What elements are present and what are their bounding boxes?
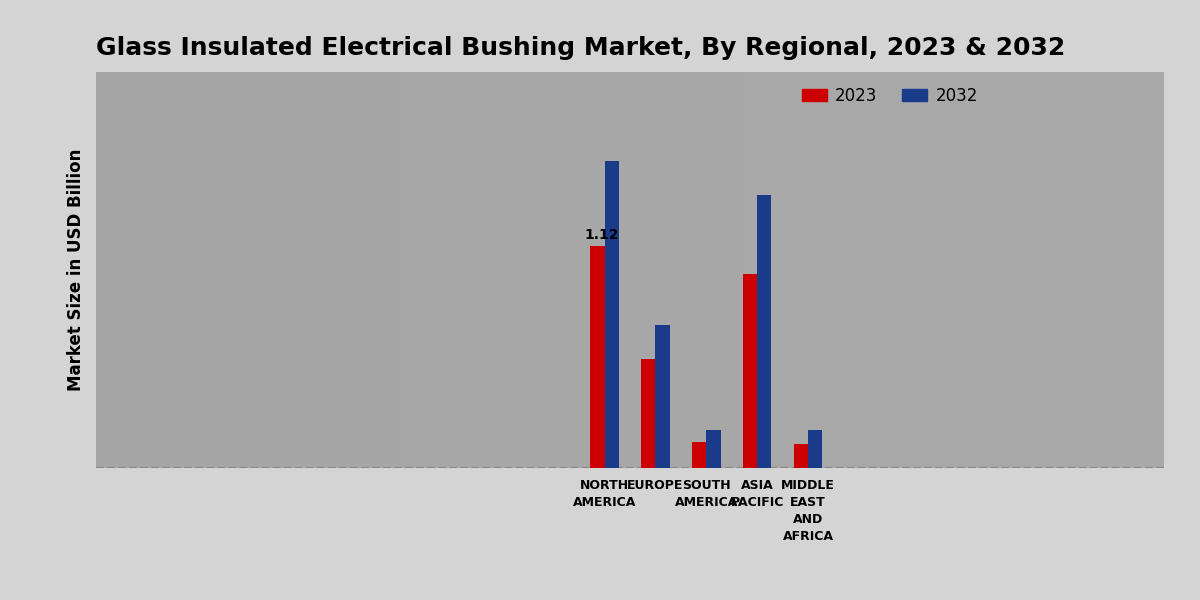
Bar [605, 161, 619, 468]
Bar [655, 325, 670, 468]
Bar [590, 246, 605, 468]
Text: 1.12: 1.12 [584, 228, 619, 242]
Bar [743, 274, 757, 468]
Text: Glass Insulated Electrical Bushing Market, By Regional, 2023 & 2032: Glass Insulated Electrical Bushing Marke… [96, 37, 1066, 61]
Bar [757, 195, 772, 468]
Bar [692, 442, 707, 468]
Bar [793, 444, 808, 468]
Bar [808, 430, 822, 468]
Y-axis label: Market Size in USD Billion: Market Size in USD Billion [67, 149, 85, 391]
Bar [641, 359, 655, 468]
Legend: 2023, 2032: 2023, 2032 [796, 80, 985, 112]
Bar [707, 430, 720, 468]
